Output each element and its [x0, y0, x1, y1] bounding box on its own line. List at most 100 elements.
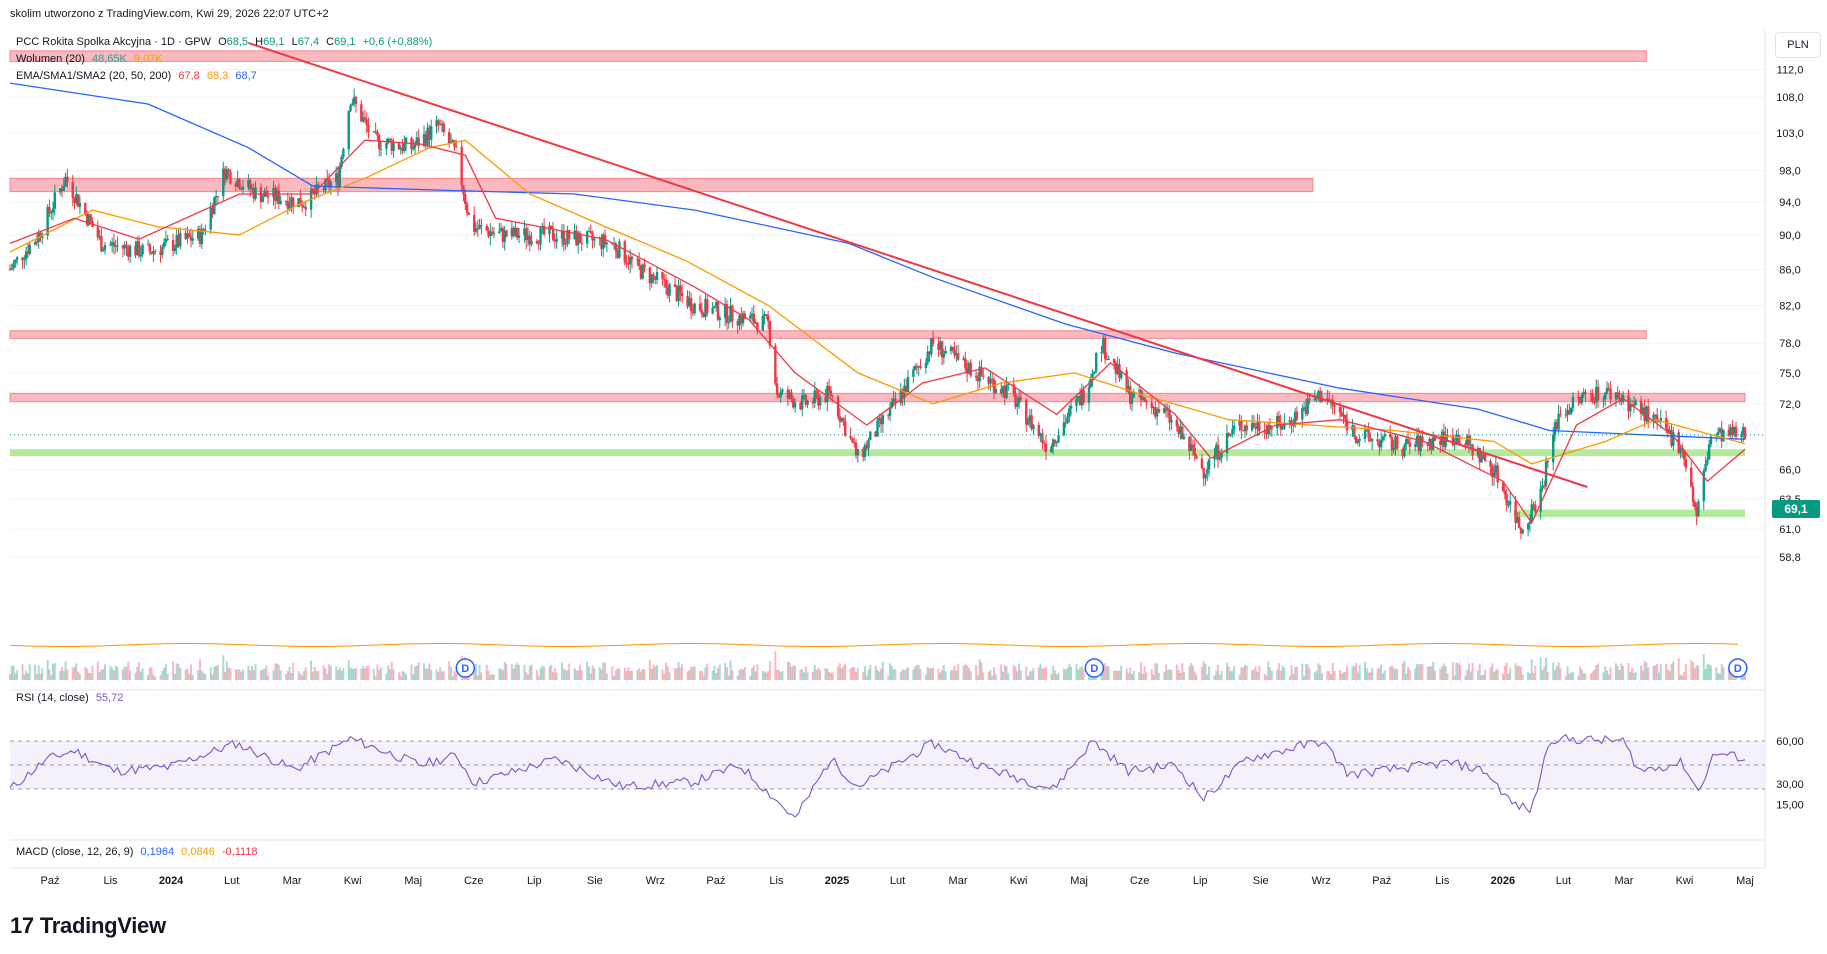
macd-legend[interactable]: MACD (close, 12, 26, 9) 0,1964 0,0846 -0…	[16, 846, 258, 858]
volume-bar	[975, 665, 978, 680]
volume-bar	[713, 665, 716, 680]
candle-body	[300, 205, 304, 207]
candle-body	[424, 133, 428, 145]
rsi-value: 55,72	[95, 692, 124, 704]
candle-body	[754, 322, 757, 324]
volume-bar	[1277, 663, 1280, 680]
earnings-marker-letter: D	[1090, 663, 1098, 675]
candle-body	[66, 176, 69, 183]
volume-bar	[724, 663, 727, 680]
volume-bar	[1656, 663, 1659, 680]
volume-bar	[1365, 668, 1368, 680]
earnings-marker[interactable]: D	[455, 658, 476, 678]
time-tick-label: 2025	[825, 875, 849, 887]
volume-bar	[813, 664, 816, 680]
volume-bar	[285, 674, 288, 680]
volume-bar	[928, 668, 931, 680]
candle-body	[173, 247, 177, 251]
time-tick-label: Lis	[1435, 875, 1450, 887]
volume-bar	[826, 668, 829, 680]
candle-body	[1220, 452, 1223, 458]
volume-bar	[1566, 666, 1569, 680]
candle-body	[643, 264, 646, 268]
candle-body	[919, 366, 922, 368]
sma200-value: 68,7	[235, 70, 257, 82]
candle-body	[1430, 438, 1433, 450]
candle-body	[1505, 494, 1508, 506]
volume-bar	[874, 665, 877, 680]
candle-body	[906, 376, 910, 392]
volume-bar	[729, 660, 732, 680]
volume-legend[interactable]: Wolumen (20) 48,65K 9,07K	[16, 53, 163, 65]
candle-body	[727, 322, 730, 324]
candle-body	[1571, 396, 1575, 408]
time-tick-label: Lis	[769, 875, 784, 887]
volume-bar	[1313, 672, 1316, 680]
volume-bar	[955, 670, 958, 680]
candle-body	[1453, 444, 1456, 446]
sma50-line	[9, 139, 1746, 465]
candle-body	[1202, 468, 1205, 479]
volume-bar	[899, 671, 902, 680]
currency-button[interactable]: PLN	[1775, 32, 1821, 58]
candle-body	[1383, 434, 1386, 437]
candle-body	[854, 442, 858, 456]
candle-body	[731, 305, 734, 322]
candle-body	[1419, 436, 1422, 452]
rsi-legend[interactable]: RSI (14, close) 55,72	[16, 692, 123, 704]
candle-body	[953, 350, 956, 356]
volume-bar	[190, 664, 193, 680]
candle-body	[851, 438, 854, 443]
candle-body	[1451, 435, 1455, 446]
candle-body	[955, 353, 958, 356]
price-tick-label: 78,0	[1779, 338, 1800, 350]
candle-body	[951, 346, 954, 351]
volume-bar	[523, 664, 526, 680]
candle-body	[360, 104, 363, 122]
volume-bar	[1557, 662, 1560, 680]
tradingview-logo[interactable]: 17 TradingView	[10, 913, 166, 939]
candle-body	[978, 366, 981, 382]
volume-bar	[824, 667, 827, 680]
candle-body	[904, 385, 908, 392]
candle-body	[1277, 415, 1281, 423]
symbol-legend[interactable]: PCC Rokita Spolka Akcyjna · 1D · GPW O68…	[16, 36, 432, 48]
volume-bar	[184, 669, 187, 680]
macd-hist-value: -0,1118	[221, 846, 258, 858]
candle-body	[110, 242, 114, 245]
volume-bar	[1294, 666, 1297, 680]
volume-bar	[1405, 673, 1408, 680]
volume-bar	[1645, 662, 1648, 680]
volume-bar	[1075, 664, 1078, 680]
volume-bar	[1243, 664, 1246, 680]
volume-bar	[1080, 665, 1083, 680]
volume-bar	[969, 671, 972, 680]
volume-bar	[727, 675, 730, 680]
candle-body	[1105, 359, 1109, 361]
volume-bar	[1595, 665, 1598, 680]
earnings-marker[interactable]: D	[1084, 658, 1105, 678]
candle-body	[1564, 414, 1567, 416]
volume-bar	[1369, 672, 1372, 680]
volume-bar	[1132, 670, 1135, 680]
volume-bar	[1622, 665, 1625, 680]
volume-bar	[1459, 664, 1462, 680]
candle-body	[1118, 364, 1121, 379]
price-zones	[9, 50, 1746, 517]
volume-bar	[629, 670, 632, 680]
volume-bar	[673, 668, 676, 680]
volume-ma-value: 9,07K	[133, 53, 163, 65]
earnings-marker[interactable]: D	[1728, 658, 1748, 678]
volume-bar	[491, 674, 494, 680]
volume-ma-line	[9, 642, 1739, 648]
volume-bar	[385, 673, 388, 680]
candle-body	[1690, 467, 1693, 487]
candle-body	[1001, 386, 1005, 394]
volume-bar	[1709, 665, 1712, 680]
volume-bar	[1028, 671, 1031, 680]
volume-bar	[518, 664, 521, 680]
ma-legend[interactable]: EMA/SMA1/SMA2 (20, 50, 200) 67,8 68,3 68…	[16, 70, 257, 82]
candle-body	[159, 251, 162, 256]
volume-bar	[1290, 665, 1293, 680]
